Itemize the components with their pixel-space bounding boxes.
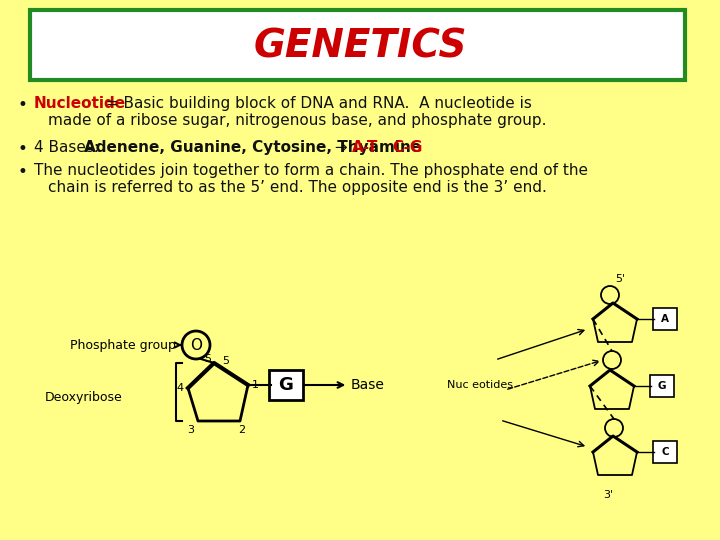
- FancyBboxPatch shape: [269, 370, 303, 400]
- Text: 2: 2: [238, 425, 246, 435]
- Text: 3: 3: [187, 425, 194, 435]
- Text: chain is referred to as the 5’ end. The opposite end is the 3’ end.: chain is referred to as the 5’ end. The …: [48, 180, 547, 195]
- Text: •: •: [18, 140, 28, 158]
- Text: 5: 5: [204, 354, 212, 364]
- FancyBboxPatch shape: [650, 375, 674, 397]
- Text: •: •: [18, 163, 28, 181]
- Text: 1: 1: [252, 380, 259, 390]
- Text: = Basic building block of DNA and RNA.  A nucleotide is: = Basic building block of DNA and RNA. A…: [101, 96, 532, 111]
- Text: O: O: [190, 338, 202, 353]
- Text: Nuc eotides: Nuc eotides: [447, 380, 513, 390]
- Text: A-T: A-T: [352, 140, 379, 155]
- Text: •: •: [18, 96, 28, 114]
- Text: Base: Base: [304, 378, 385, 392]
- Text: 3': 3': [603, 490, 613, 500]
- Text: C-G: C-G: [392, 140, 423, 155]
- Text: Adenene, Guanine, Cytosine, Thyamine: Adenene, Guanine, Cytosine, Thyamine: [84, 140, 421, 155]
- FancyBboxPatch shape: [653, 441, 677, 463]
- Text: made of a ribose sugar, nitrogenous base, and phosphate group.: made of a ribose sugar, nitrogenous base…: [48, 113, 546, 128]
- Text: Deoxyribose: Deoxyribose: [45, 392, 122, 404]
- Text: G: G: [279, 376, 294, 394]
- Text: 5': 5': [615, 274, 625, 284]
- Text: C: C: [661, 447, 669, 457]
- Text: →: →: [330, 140, 353, 155]
- Text: Phosphate group: Phosphate group: [70, 339, 181, 352]
- Text: 4 Bases:: 4 Bases:: [34, 140, 104, 155]
- Text: 4: 4: [177, 383, 184, 393]
- Text: GENETICS: GENETICS: [253, 28, 467, 66]
- Text: A: A: [661, 314, 669, 324]
- Text: 5: 5: [222, 356, 229, 366]
- Text: Nucleotide: Nucleotide: [34, 96, 126, 111]
- Text: G: G: [658, 381, 666, 391]
- FancyBboxPatch shape: [30, 10, 685, 80]
- FancyBboxPatch shape: [653, 308, 677, 330]
- Text: The nucleotides join together to form a chain. The phosphate end of the: The nucleotides join together to form a …: [34, 163, 588, 178]
